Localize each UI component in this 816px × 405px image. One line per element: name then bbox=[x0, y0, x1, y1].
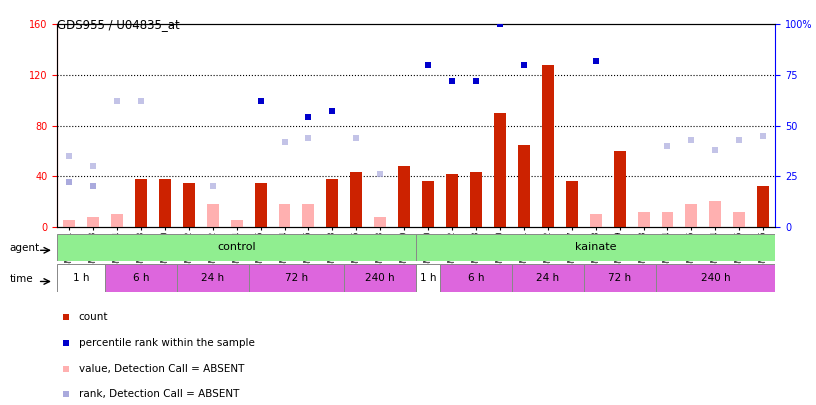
Point bbox=[494, 21, 507, 28]
Point bbox=[517, 62, 530, 68]
Point bbox=[422, 62, 435, 68]
Point bbox=[254, 98, 267, 104]
Text: rank, Detection Call = ABSENT: rank, Detection Call = ABSENT bbox=[78, 389, 239, 399]
Point bbox=[302, 114, 315, 121]
Bar bbox=[542, 65, 554, 227]
Point bbox=[374, 171, 387, 177]
Point bbox=[86, 183, 100, 190]
Bar bbox=[350, 173, 362, 227]
Text: 24 h: 24 h bbox=[536, 273, 560, 283]
Text: control: control bbox=[217, 243, 256, 252]
Bar bbox=[57, 234, 416, 261]
Bar bbox=[249, 264, 344, 292]
Point bbox=[469, 78, 482, 84]
Point bbox=[135, 98, 148, 104]
Text: 240 h: 240 h bbox=[366, 273, 395, 283]
Text: agent: agent bbox=[10, 243, 40, 253]
Bar bbox=[446, 174, 458, 227]
Bar bbox=[206, 204, 219, 227]
Text: kainate: kainate bbox=[575, 243, 616, 252]
Bar bbox=[590, 214, 601, 227]
Point bbox=[326, 108, 339, 115]
Bar bbox=[655, 264, 775, 292]
Bar bbox=[416, 264, 440, 292]
Text: 1 h: 1 h bbox=[73, 273, 89, 283]
Bar bbox=[662, 211, 673, 227]
Bar bbox=[440, 264, 512, 292]
Point bbox=[278, 139, 291, 145]
Bar bbox=[709, 202, 721, 227]
Text: count: count bbox=[78, 312, 109, 322]
Point bbox=[685, 136, 698, 143]
Point bbox=[350, 134, 363, 141]
Bar bbox=[183, 183, 195, 227]
Bar bbox=[734, 211, 745, 227]
Text: 240 h: 240 h bbox=[701, 273, 730, 283]
Point bbox=[86, 163, 100, 169]
Bar bbox=[757, 186, 769, 227]
Bar bbox=[470, 173, 482, 227]
Bar bbox=[398, 166, 410, 227]
Point bbox=[446, 78, 459, 84]
Point bbox=[589, 58, 602, 64]
Bar bbox=[231, 220, 242, 227]
Point bbox=[488, 251, 501, 257]
Bar bbox=[111, 214, 123, 227]
Bar bbox=[87, 217, 99, 227]
Bar bbox=[614, 151, 626, 227]
Point bbox=[756, 132, 769, 139]
Bar bbox=[177, 264, 249, 292]
Point bbox=[63, 153, 76, 159]
Bar bbox=[518, 145, 530, 227]
Text: 6 h: 6 h bbox=[133, 273, 149, 283]
Text: value, Detection Call = ABSENT: value, Detection Call = ABSENT bbox=[78, 364, 244, 373]
Bar bbox=[255, 183, 267, 227]
Bar bbox=[278, 204, 290, 227]
Bar bbox=[416, 234, 775, 261]
Bar bbox=[422, 181, 434, 227]
Bar bbox=[344, 264, 416, 292]
Text: percentile rank within the sample: percentile rank within the sample bbox=[78, 338, 255, 348]
Bar bbox=[375, 217, 386, 227]
Bar bbox=[63, 220, 75, 227]
Point bbox=[63, 179, 76, 185]
Text: time: time bbox=[10, 274, 33, 284]
Point bbox=[661, 143, 674, 149]
Text: GDS955 / U04835_at: GDS955 / U04835_at bbox=[57, 18, 180, 31]
Bar bbox=[565, 181, 578, 227]
Bar bbox=[57, 264, 105, 292]
Point bbox=[709, 147, 722, 153]
Text: 72 h: 72 h bbox=[608, 273, 632, 283]
Text: 6 h: 6 h bbox=[468, 273, 484, 283]
Point bbox=[733, 136, 746, 143]
Bar bbox=[135, 179, 147, 227]
Point bbox=[206, 183, 220, 190]
Bar bbox=[105, 264, 177, 292]
Bar bbox=[685, 204, 698, 227]
Bar bbox=[494, 113, 506, 227]
Bar bbox=[583, 264, 655, 292]
Point bbox=[302, 134, 315, 141]
Point bbox=[110, 98, 123, 104]
Bar bbox=[512, 264, 583, 292]
Text: 1 h: 1 h bbox=[420, 273, 437, 283]
Point bbox=[488, 16, 501, 23]
Bar bbox=[303, 204, 314, 227]
Bar bbox=[159, 179, 171, 227]
Text: 24 h: 24 h bbox=[201, 273, 224, 283]
Text: 72 h: 72 h bbox=[285, 273, 308, 283]
Bar bbox=[637, 211, 650, 227]
Bar bbox=[326, 179, 339, 227]
